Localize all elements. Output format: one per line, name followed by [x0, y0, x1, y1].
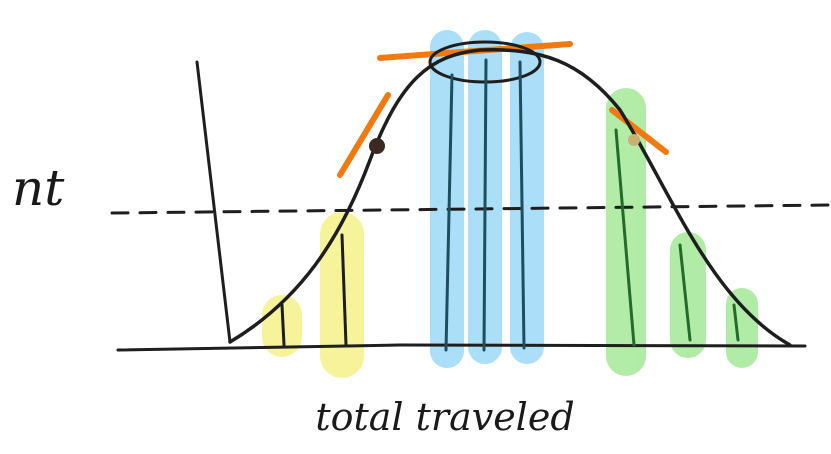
stroke [340, 233, 348, 347]
y-axis-label: nt [12, 159, 65, 217]
x-axis [116, 343, 807, 352]
tangent [337, 92, 391, 178]
stroke [732, 303, 740, 342]
highlight [726, 288, 758, 368]
stroke [518, 60, 526, 350]
highlight [430, 30, 464, 368]
highlight [320, 212, 364, 378]
stroke [280, 303, 286, 347]
yellow-highlights [262, 212, 364, 378]
x-axis-label: total traveled [315, 395, 574, 439]
tangent [609, 107, 669, 155]
curve [228, 48, 792, 347]
stroke [614, 128, 636, 347]
stroke [444, 73, 454, 352]
stroke [678, 243, 692, 342]
point [369, 138, 385, 154]
green-highlights [606, 88, 758, 376]
highlight [510, 32, 544, 364]
highlight [670, 232, 706, 358]
y-axis [195, 60, 232, 344]
vertical-strokes [280, 58, 740, 352]
stroke [482, 58, 488, 352]
dashed-line [110, 203, 831, 215]
point [628, 134, 640, 146]
